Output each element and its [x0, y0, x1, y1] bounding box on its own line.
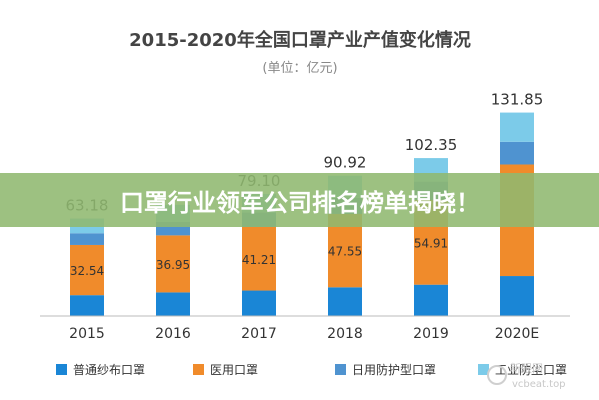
total-label: 102.35	[405, 136, 458, 154]
legend-label: 医用口罩	[210, 363, 258, 377]
legend-label: 工业防尘口罩	[495, 362, 567, 377]
watermark-logo-icon	[487, 365, 507, 385]
legend: 普通纱布口罩 医用口罩 日用防护型口罩 工业防尘口罩	[56, 362, 567, 377]
chart-title: 2015-2020年全国口罩产业产值变化情况	[129, 29, 471, 51]
bar-segment-2016-2	[156, 235, 190, 293]
segment-label: 32.54	[70, 264, 104, 278]
watermark: 新眼网 vcbeat.top	[487, 361, 566, 390]
bar-segment-2016-1	[156, 292, 190, 316]
x-tick-label: 2020E	[495, 326, 539, 342]
bar-segment-2020E-4	[500, 112, 534, 142]
legend-swatch	[56, 364, 67, 375]
x-tick-label: 2015	[69, 326, 105, 342]
bar-segment-2015-3	[70, 233, 104, 245]
bar-segment-2015-1	[70, 295, 104, 316]
bar-segment-2015-2	[70, 244, 104, 296]
bar-segment-2017-2	[242, 226, 276, 291]
banner-title: 口罩行业领军公司排名榜单揭晓！	[120, 189, 480, 217]
x-tick-label: 2017	[241, 326, 277, 342]
watermark-line1: 新眼网	[510, 361, 543, 375]
bar-segment-2019-1	[414, 284, 448, 316]
chart-subtitle: (单位：亿元)	[262, 61, 337, 76]
segment-label: 54.91	[414, 236, 448, 250]
segment-label: 41.21	[242, 253, 276, 267]
bar-segment-2020E-3	[500, 141, 534, 165]
x-axis-ticks: 2015 2016 2017 2018 2019 2020E	[69, 326, 539, 342]
legend-swatch	[335, 364, 346, 375]
segment-label: 36.95	[156, 258, 190, 272]
total-label: 131.85	[491, 91, 544, 109]
bar-segment-2018-1	[328, 287, 362, 316]
x-tick-label: 2019	[413, 326, 449, 342]
bars-layer: 32.5463.1836.9541.2179.1047.5590.9254.91…	[66, 91, 544, 316]
x-tick-label: 2016	[155, 326, 191, 342]
legend-swatch	[478, 364, 489, 375]
bar-segment-2020E-1	[500, 276, 534, 316]
watermark-line2: vcbeat.top	[512, 379, 566, 390]
x-tick-label: 2018	[327, 326, 363, 342]
legend-label: 普通纱布口罩	[73, 363, 145, 377]
segment-label: 47.55	[328, 245, 362, 259]
total-label: 90.92	[324, 154, 367, 172]
bar-segment-2017-1	[242, 290, 276, 316]
banner-background	[0, 173, 599, 227]
legend-label: 日用防护型口罩	[352, 362, 436, 377]
legend-swatch	[193, 364, 204, 375]
